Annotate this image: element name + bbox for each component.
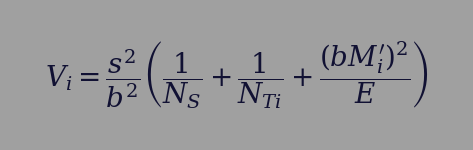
Text: $V_i = \dfrac{s^2}{b^2}\left(\dfrac{1}{N_S} + \dfrac{1}{N_{Ti}} + \dfrac{\left(b: $V_i = \dfrac{s^2}{b^2}\left(\dfrac{1}{N… — [44, 39, 429, 111]
